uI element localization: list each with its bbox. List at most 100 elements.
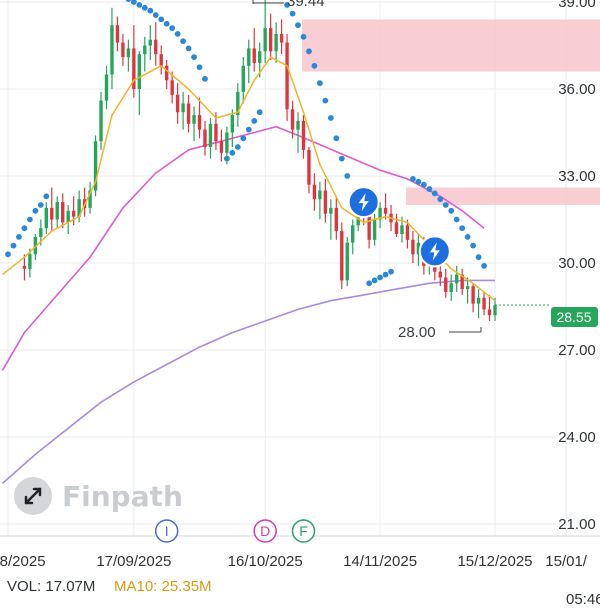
- sar-dot-63: [475, 254, 482, 261]
- sar-dot-3: [21, 225, 28, 232]
- sar-dot-45: [344, 173, 351, 179]
- event-marker-f[interactable]: F: [291, 519, 316, 543]
- ma-short-line: [2, 56, 496, 302]
- high-annotation: 39.44: [287, 0, 325, 10]
- candle-body-65: [378, 207, 382, 220]
- sar-dot-53: [420, 181, 427, 188]
- candle-body-72: [416, 242, 421, 255]
- candle-body-23: [148, 39, 152, 46]
- sar-dot-17: [163, 20, 170, 27]
- candle-body-9: [71, 210, 76, 217]
- candle-body-14: [99, 100, 103, 142]
- sar-dot-29: [245, 126, 252, 133]
- candle-body-79: [455, 274, 459, 284]
- candle-body-29: [181, 103, 185, 113]
- y-tick-label-0: 39.00: [558, 0, 596, 11]
- sar-dot-36: [295, 22, 301, 29]
- event-label-1: D: [260, 523, 270, 539]
- sar-dot-62: [470, 242, 477, 249]
- candle-body-51: [301, 120, 306, 150]
- candle-body-85: [487, 309, 492, 316]
- sar-dot-10: [125, 0, 132, 2]
- lightning-icon[interactable]: [347, 186, 380, 219]
- candle-body-32: [197, 115, 202, 130]
- candle-body-43: [258, 51, 262, 63]
- candle-body-4: [44, 207, 48, 229]
- candle-body-84: [482, 297, 486, 310]
- sar-dot-55: [431, 190, 438, 197]
- y-tick-label-4: 27.00: [558, 342, 596, 359]
- candle-body-56: [329, 207, 333, 214]
- sar-dot-41: [322, 97, 329, 104]
- resistance-zone-1: [406, 187, 600, 205]
- sar-dot-37: [300, 33, 307, 40]
- candle-body-31: [192, 115, 196, 124]
- sar-dot-64: [481, 263, 487, 269]
- candle-body-71: [411, 239, 415, 255]
- candle-body-60: [351, 225, 355, 243]
- candle-body-24: [154, 39, 158, 55]
- resistance-zones: [302, 19, 600, 205]
- candle-body-20: [132, 48, 136, 89]
- sar-dot-58: [448, 207, 455, 214]
- candle-body-25: [159, 54, 163, 66]
- candle-body-30: [186, 103, 191, 124]
- event-marker-i[interactable]: I: [154, 519, 179, 543]
- sar-dot-15: [152, 12, 159, 18]
- signal-bolt-1: [429, 242, 440, 261]
- event-label-0: I: [165, 523, 169, 539]
- sar-dot-48: [377, 274, 383, 281]
- sar-dot-31: [256, 109, 263, 116]
- x-tick-label-1: 17/09/2025: [96, 553, 171, 570]
- expand-arrows-icon-glyph: [24, 487, 42, 505]
- low-annotation: 28.00: [398, 324, 436, 341]
- y-tick-label-6: 21.00: [558, 516, 596, 533]
- signal-markers[interactable]: [347, 186, 451, 268]
- sar-dot-42: [327, 115, 334, 121]
- candle-body-37: [225, 132, 229, 153]
- sar-dot-49: [382, 271, 389, 278]
- candle-body-12: [88, 190, 92, 208]
- ma-mid-path: [1, 125, 485, 371]
- y-tick-label-2: 33.00: [558, 168, 596, 185]
- candle-body-50: [296, 120, 300, 130]
- x-tick-label-2: 16/10/2025: [228, 553, 303, 570]
- ma-short-path: [2, 56, 496, 302]
- sar-dot-44: [338, 155, 345, 162]
- candle-body-54: [318, 190, 322, 200]
- x-axis: 15/08/2025 17/09/2025 16/10/2025 14/11/2025…: [0, 553, 588, 570]
- candle-body-16: [110, 25, 114, 75]
- sar-dot-22: [191, 54, 197, 60]
- x-tick-label-4: 15/12/2025: [457, 553, 532, 570]
- sar-dot-28: [240, 135, 247, 142]
- candle-body-40: [241, 65, 245, 92]
- sar-dot-20: [180, 38, 187, 45]
- candle-body-70: [405, 225, 410, 240]
- sar-dot-11: [130, 0, 137, 5]
- chart-grid: [0, 0, 600, 537]
- sar-dot-14: [147, 7, 154, 14]
- brand-name: Finpath: [62, 480, 183, 513]
- ma-mid-line: [1, 125, 485, 371]
- candle-body-22: [143, 45, 147, 55]
- lightning-icon[interactable]: [418, 235, 451, 268]
- y-tick-label-3: 30.00: [558, 255, 596, 272]
- candle-body-42: [252, 48, 256, 63]
- candle-body-48: [285, 42, 289, 110]
- sar-dot-60: [459, 225, 466, 232]
- last-price-label: 28.55: [551, 307, 598, 327]
- sar-dot-61: [464, 234, 471, 240]
- sar-dot-30: [251, 118, 258, 124]
- candle-body-5: [50, 207, 54, 220]
- candle-body-68: [394, 222, 399, 234]
- candle-body-7: [61, 202, 65, 223]
- event-marker-d[interactable]: D: [253, 519, 277, 543]
- sar-dot-43: [333, 135, 340, 142]
- signal-bolt-0: [358, 193, 369, 212]
- sar-dot-34: [284, 2, 290, 8]
- parabolic-sar-dots: [5, 0, 487, 287]
- last-price-value: 28.55: [556, 309, 591, 325]
- candle-body-17: [115, 25, 120, 43]
